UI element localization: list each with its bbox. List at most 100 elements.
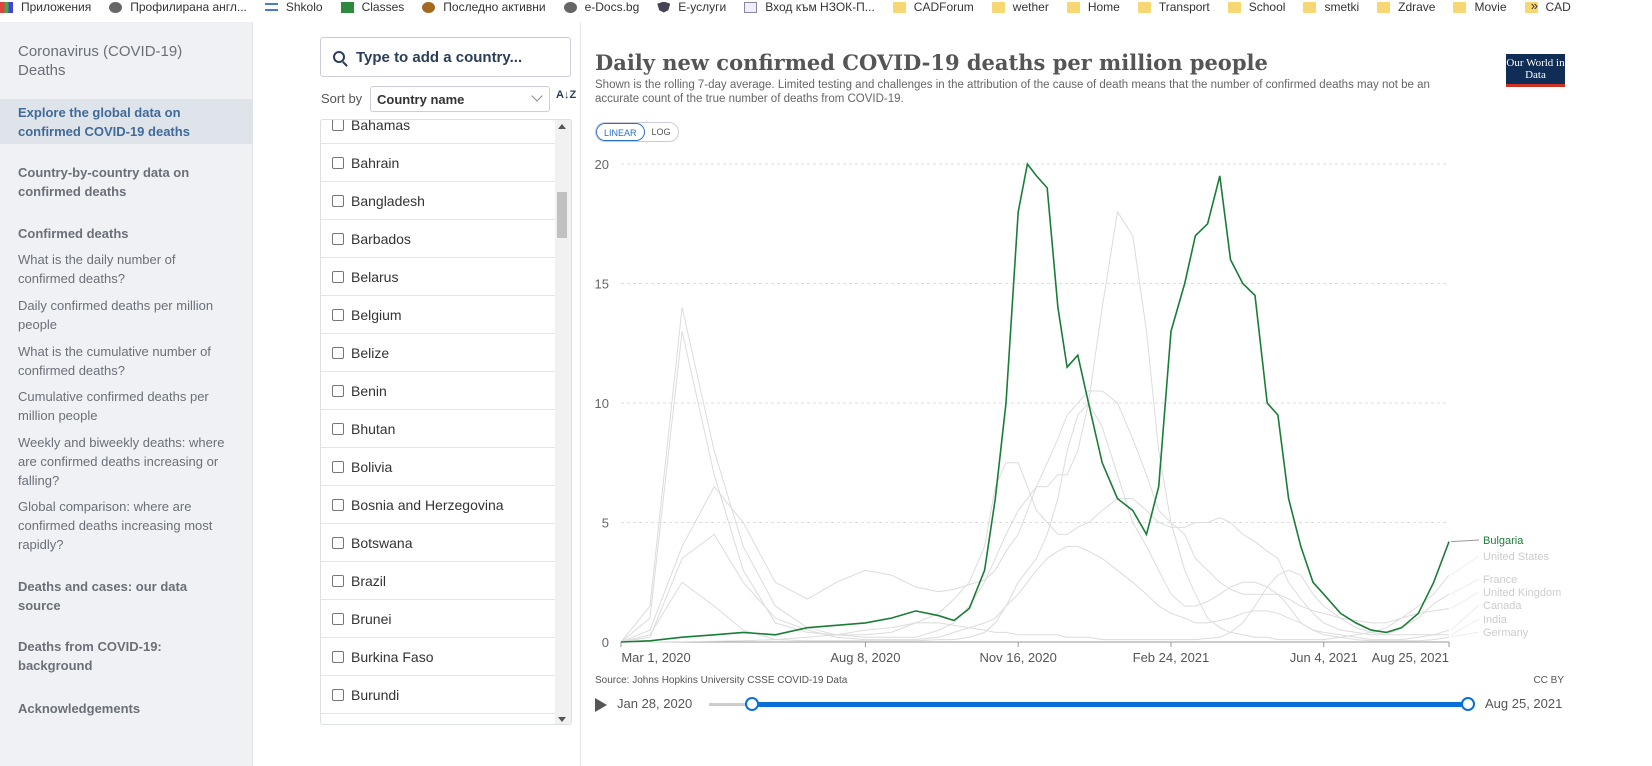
country-list-item[interactable]: Botswana [321, 524, 556, 562]
timeline-end-handle[interactable] [1461, 697, 1475, 711]
country-checkbox[interactable] [332, 688, 344, 701]
sidebar-item[interactable]: Daily confirmed deaths per million peopl… [18, 298, 214, 332]
country-checkbox[interactable] [332, 384, 344, 397]
folder-icon [1303, 1, 1317, 13]
sidebar-item[interactable]: Confirmed deaths [18, 226, 129, 241]
sidebar-item[interactable]: Weekly and biweekly deaths: where are co… [18, 435, 225, 488]
country-label: Botswana [351, 534, 413, 551]
bookmarks-overflow-button[interactable]: » [1530, 0, 1538, 13]
search-icon [333, 51, 345, 63]
series-line-bulgaria [620, 162, 1450, 643]
sort-direction-icon[interactable]: A↓Z [556, 89, 577, 101]
y-tick-label: 20 [595, 157, 609, 172]
play-icon[interactable] [595, 698, 607, 712]
folder-icon [1453, 1, 1467, 13]
log-scale-button[interactable]: LOG [651, 127, 671, 137]
bookmark-item[interactable]: Профилирана англ... [109, 0, 247, 14]
sidebar-item-explore[interactable]: Explore the global data on confirmed COV… [18, 105, 190, 139]
country-list-item[interactable]: Belgium [321, 296, 556, 334]
series-label-connector [1450, 539, 1480, 543]
sidebar-item[interactable]: Global comparison: where are confirmed d… [18, 499, 213, 552]
country-checkbox[interactable] [332, 194, 344, 207]
bookmark-item[interactable]: Shkolo [264, 0, 323, 14]
bookmark-item[interactable]: wether [991, 0, 1049, 14]
series-line-canada [620, 533, 1450, 643]
country-list-item[interactable]: Brazil [321, 562, 556, 600]
timeline-start-handle[interactable] [745, 697, 759, 711]
chart-panel: Daily new confirmed COVID-19 deaths per … [580, 22, 1652, 766]
country-label: Barbados [351, 230, 411, 247]
sidebar-item[interactable]: Deaths from COVID-19: background [18, 639, 162, 673]
country-label: Bangladesh [351, 192, 425, 209]
sort-select[interactable]: Country name [370, 86, 550, 112]
bookmark-item[interactable]: School [1227, 0, 1285, 14]
bookmark-item[interactable]: Transport [1137, 0, 1210, 14]
bookmark-item[interactable]: e-Docs.bg [563, 0, 639, 14]
bookmark-item[interactable]: Classes [340, 0, 405, 14]
country-label: Burkina Faso [351, 648, 434, 665]
bookmark-label: Transport [1158, 0, 1210, 14]
country-list-scrollbar[interactable] [555, 120, 571, 724]
country-checkbox[interactable] [332, 574, 344, 587]
country-checkbox[interactable] [332, 536, 344, 549]
bookmark-item[interactable]: CAD [1524, 0, 1571, 14]
country-list-item[interactable]: Barbados [321, 220, 556, 258]
country-checkbox[interactable] [332, 270, 344, 283]
sidebar-item[interactable]: Cumulative confirmed deaths per million … [18, 389, 209, 423]
bookmark-item[interactable]: smetki [1303, 0, 1359, 14]
country-checkbox[interactable] [332, 422, 344, 435]
country-list-item[interactable]: Bolivia [321, 448, 556, 486]
chart-source[interactable]: Source: Johns Hopkins University CSSE CO… [595, 675, 848, 686]
country-checkbox[interactable] [332, 612, 344, 625]
country-checkbox[interactable] [332, 120, 344, 131]
country-list-item[interactable]: Bosnia and Herzegovina [321, 486, 556, 524]
country-checkbox[interactable] [332, 232, 344, 245]
country-list-item[interactable]: Brunei [321, 600, 556, 638]
bookmark-item[interactable]: Zdrave [1377, 0, 1435, 14]
country-checkbox[interactable] [332, 460, 344, 473]
series-line-united-states [620, 390, 1450, 643]
sidebar-item[interactable]: What is the daily number of confirmed de… [18, 252, 176, 286]
bookmark-item[interactable]: Вход към НЗОК-П... [744, 0, 875, 14]
folder-icon [1377, 1, 1391, 13]
bookmark-label: Classes [361, 0, 405, 14]
country-checkbox[interactable] [332, 156, 344, 169]
country-list-item[interactable]: Belize [321, 334, 556, 372]
sidebar-active-highlight [0, 99, 253, 144]
sidebar-item[interactable]: What is the cumulative number of confirm… [18, 344, 211, 378]
country-checkbox[interactable] [332, 308, 344, 321]
sidebar-item[interactable]: Deaths and cases: our data source [18, 579, 188, 613]
y-tick-label: 5 [602, 516, 609, 531]
country-list-item[interactable]: Bahrain [321, 144, 556, 182]
linear-scale-button[interactable]: LINEAR [596, 123, 645, 141]
bookmark-item[interactable]: Последно активни [422, 0, 546, 14]
country-list-item[interactable]: Bangladesh [321, 182, 556, 220]
bookmark-item[interactable]: CADForum [892, 0, 974, 14]
country-search-input[interactable]: Type to add a country... [320, 37, 571, 77]
sidebar-item[interactable]: Country-by-country data on confirmed dea… [18, 165, 190, 199]
country-list-item[interactable]: Benin [321, 372, 556, 410]
sidebar-title[interactable]: Coronavirus (COVID-19) Deaths [18, 43, 183, 79]
country-list-item[interactable]: Belarus [321, 258, 556, 296]
scrollbar-thumb[interactable] [557, 192, 567, 238]
country-list-item[interactable]: Bhutan [321, 410, 556, 448]
scroll-up-arrow-icon[interactable] [558, 124, 566, 129]
bookmark-item[interactable]: Movie [1453, 0, 1507, 14]
owid-logo[interactable]: Our World in Data [1506, 54, 1565, 87]
country-label: Burundi [351, 686, 400, 703]
country-checkbox[interactable] [332, 498, 344, 511]
bookmark-item[interactable]: Home [1066, 0, 1120, 14]
license-label[interactable]: CC BY [1533, 675, 1564, 686]
bookmark-label: wether [1012, 0, 1049, 14]
series-label: Bulgaria [1483, 535, 1524, 547]
country-list-item[interactable]: Bahamas [321, 120, 556, 144]
country-list-item[interactable]: Burundi [321, 676, 556, 714]
country-checkbox[interactable] [332, 650, 344, 663]
bookmark-item[interactable]: Приложения [0, 0, 91, 14]
country-checkbox[interactable] [332, 346, 344, 359]
sidebar-item[interactable]: Acknowledgements [18, 701, 141, 716]
country-list-item[interactable]: Burkina Faso [321, 638, 556, 676]
scroll-down-arrow-icon[interactable] [558, 717, 566, 722]
bookmark-item[interactable]: Е-услуги [657, 0, 726, 14]
x-tick-label: Aug 8, 2020 [830, 650, 900, 665]
